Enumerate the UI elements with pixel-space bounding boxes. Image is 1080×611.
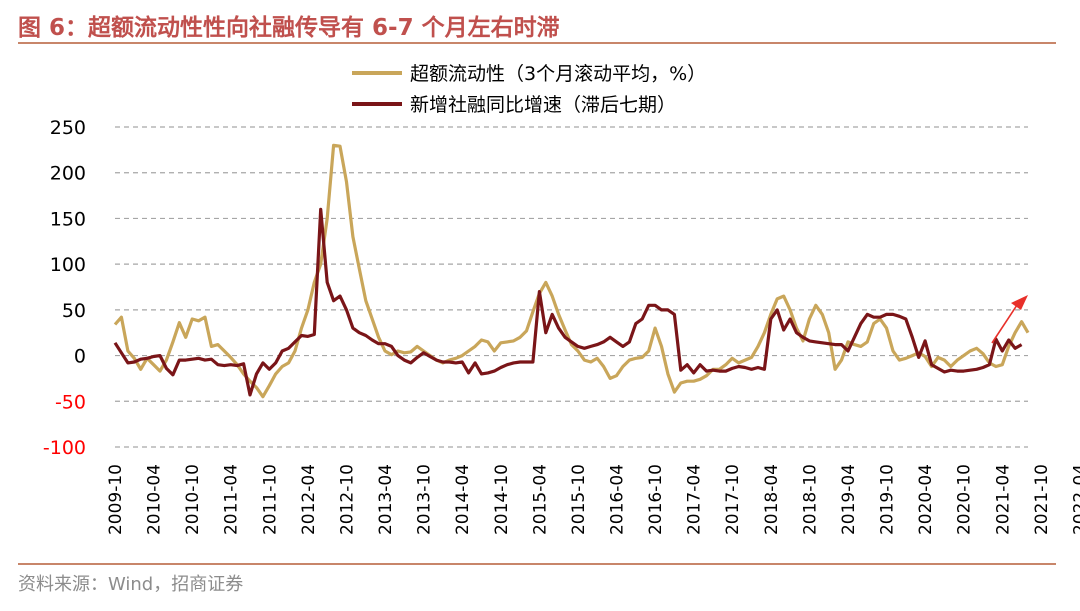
x-tick-label: 2018-04 [762, 464, 782, 535]
x-tick-label: 2013-10 [415, 464, 435, 535]
x-tick-label: 2012-04 [299, 464, 319, 535]
series-lines [113, 143, 1030, 399]
annotations [991, 295, 1028, 344]
x-tick-label: 2017-10 [723, 464, 743, 535]
y-axis-ticks: 250 200 150 100 50 0 -50 -100 [43, 117, 86, 459]
x-tick-label: 2020-10 [955, 464, 975, 535]
footer-divider [18, 563, 1056, 565]
series-line-liquidity [113, 143, 1030, 399]
x-tick-label: 2021-04 [993, 464, 1013, 535]
y-tick-label: 250 [50, 117, 86, 139]
x-tick-label: 2014-10 [492, 464, 512, 535]
legend-label-tsf: 新增社融同比增速（滞后七期） [410, 94, 676, 116]
figure-title: 图 6：超额流动性性向社融传导有 6-7 个月左右时滞 [18, 15, 560, 41]
grid-lines [115, 126, 1028, 448]
x-tick-label: 2013-04 [376, 464, 396, 535]
trend-arrow-shaft [991, 301, 1020, 344]
x-tick-label: 2010-04 [145, 464, 165, 535]
series-line-tsf [113, 207, 1023, 397]
y-tick-label: 150 [50, 208, 86, 230]
x-tick-label: 2016-10 [646, 464, 666, 535]
x-tick-label: 2022-04 [1070, 464, 1080, 535]
x-tick-label: 2012-10 [337, 464, 357, 535]
y-tick-label: 100 [50, 254, 86, 276]
x-tick-label: 2014-04 [453, 464, 473, 535]
x-tick-label: 2020-04 [916, 464, 936, 535]
x-tick-label: 2010-10 [183, 464, 203, 535]
y-tick-label: 50 [62, 300, 86, 322]
x-tick-label: 2011-04 [222, 464, 242, 535]
x-tick-label: 2017-04 [685, 464, 705, 535]
legend-label-liquidity: 超额流动性（3个月滚动平均，%） [410, 63, 706, 85]
y-tick-label: -50 [55, 391, 86, 413]
x-tick-label: 2019-10 [878, 464, 898, 535]
trend-arrow-head [1011, 295, 1028, 310]
x-axis-ticks: 2009-10 2010-04 2010-10 2011-04 2011-10 2012-… [106, 464, 1080, 535]
y-tick-label: 0 [74, 346, 86, 368]
x-tick-label: 2021-10 [1032, 464, 1052, 535]
x-tick-label: 2018-10 [800, 464, 820, 535]
x-tick-label: 2009-10 [106, 464, 126, 535]
legend: 超额流动性（3个月滚动平均，%） 新增社融同比增速（滞后七期） [352, 63, 706, 116]
y-tick-label: 200 [50, 163, 86, 185]
x-tick-label: 2011-10 [260, 464, 280, 535]
x-tick-label: 2016-04 [608, 464, 628, 535]
y-tick-label: -100 [43, 437, 86, 459]
x-tick-label: 2019-04 [839, 464, 859, 535]
x-tick-label: 2015-04 [530, 464, 550, 535]
x-tick-label: 2015-10 [569, 464, 589, 535]
title-divider [18, 42, 1056, 44]
source-note: 资料来源：Wind，招商证券 [18, 574, 244, 595]
